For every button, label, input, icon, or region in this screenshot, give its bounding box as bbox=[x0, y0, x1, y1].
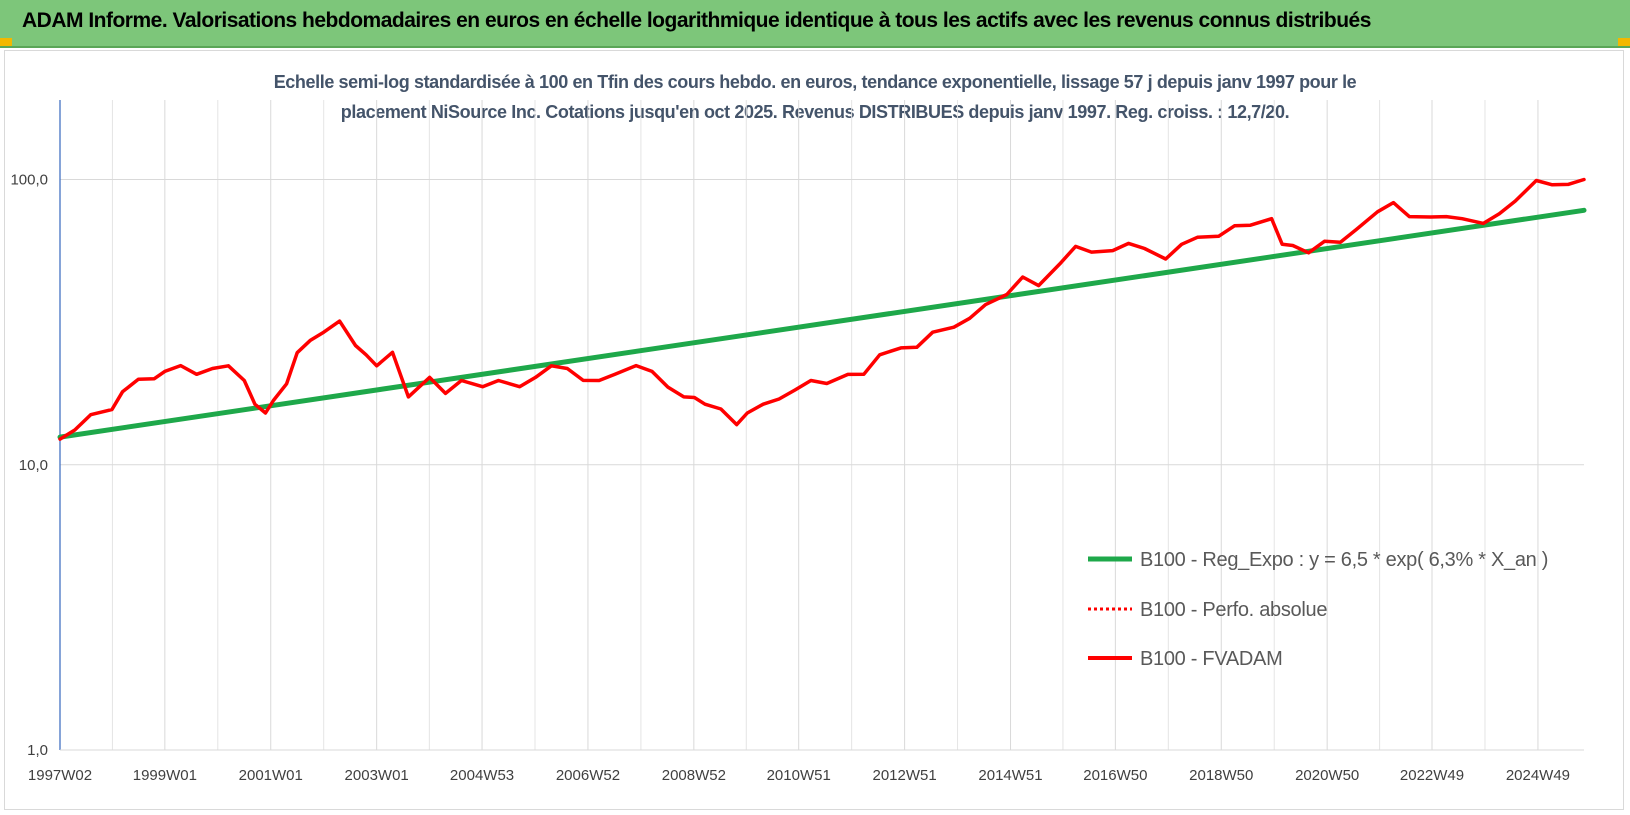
legend-label: B100 - Reg_Expo : y = 6,5 * exp( 6,3% * … bbox=[1140, 549, 1548, 571]
chart-frame bbox=[4, 50, 1624, 810]
page-title: ADAM Informe. Valorisations hebdomadaire… bbox=[22, 9, 1371, 32]
header-bar: ADAM Informe. Valorisations hebdomadaire… bbox=[0, 0, 1630, 48]
trend-line bbox=[57, 207, 1587, 440]
x-tick-label: 1999W01 bbox=[133, 767, 197, 784]
x-tick-label: 2008W52 bbox=[662, 767, 726, 784]
chart-subtitle-line-1: Echelle semi-log standardisée à 100 en T… bbox=[273, 72, 1357, 92]
x-tick-label: 2024W49 bbox=[1506, 767, 1570, 784]
x-tick-label: 2001W01 bbox=[239, 767, 303, 784]
x-tick-label: 2014W51 bbox=[978, 767, 1042, 784]
legend-label: B100 - FVADAM bbox=[1140, 648, 1282, 670]
x-tick-label: 2018W50 bbox=[1189, 767, 1253, 784]
x-tick-label: 2003W01 bbox=[345, 767, 409, 784]
grid-lines bbox=[59, 100, 1584, 751]
y-tick-label: 10,0 bbox=[19, 457, 48, 474]
y-tick-label: 1,0 bbox=[27, 742, 48, 759]
y-tick-label: 100,0 bbox=[10, 172, 48, 189]
corner-marker-top-left bbox=[0, 38, 12, 46]
x-tick-label: 2010W51 bbox=[767, 767, 831, 784]
x-tick-label: 2022W49 bbox=[1400, 767, 1464, 784]
x-tick-label: 2020W50 bbox=[1295, 767, 1359, 784]
legend: B100 - Reg_Expo : y = 6,5 * exp( 6,3% * … bbox=[1088, 549, 1548, 670]
legend-label: B100 - Perfo. absolue bbox=[1140, 599, 1327, 621]
x-tick-label: 2016W50 bbox=[1083, 767, 1147, 784]
axes: 1,0 10,0 100,0 1997W02 1999W01 2001W01 2003W01… bbox=[10, 100, 1584, 784]
x-tick-label: 2004W53 bbox=[450, 767, 514, 784]
chart-subtitle-line-2: placement NiSource Inc. Cotations jusqu'… bbox=[340, 102, 1290, 122]
series-lines bbox=[57, 177, 1587, 441]
x-tick-label: 2012W51 bbox=[872, 767, 936, 784]
x-tick-label: 2006W52 bbox=[556, 767, 620, 784]
x-tick-label: 1997W02 bbox=[28, 767, 92, 784]
series-line-2 bbox=[58, 177, 1586, 441]
corner-marker-top-right bbox=[1618, 38, 1630, 46]
